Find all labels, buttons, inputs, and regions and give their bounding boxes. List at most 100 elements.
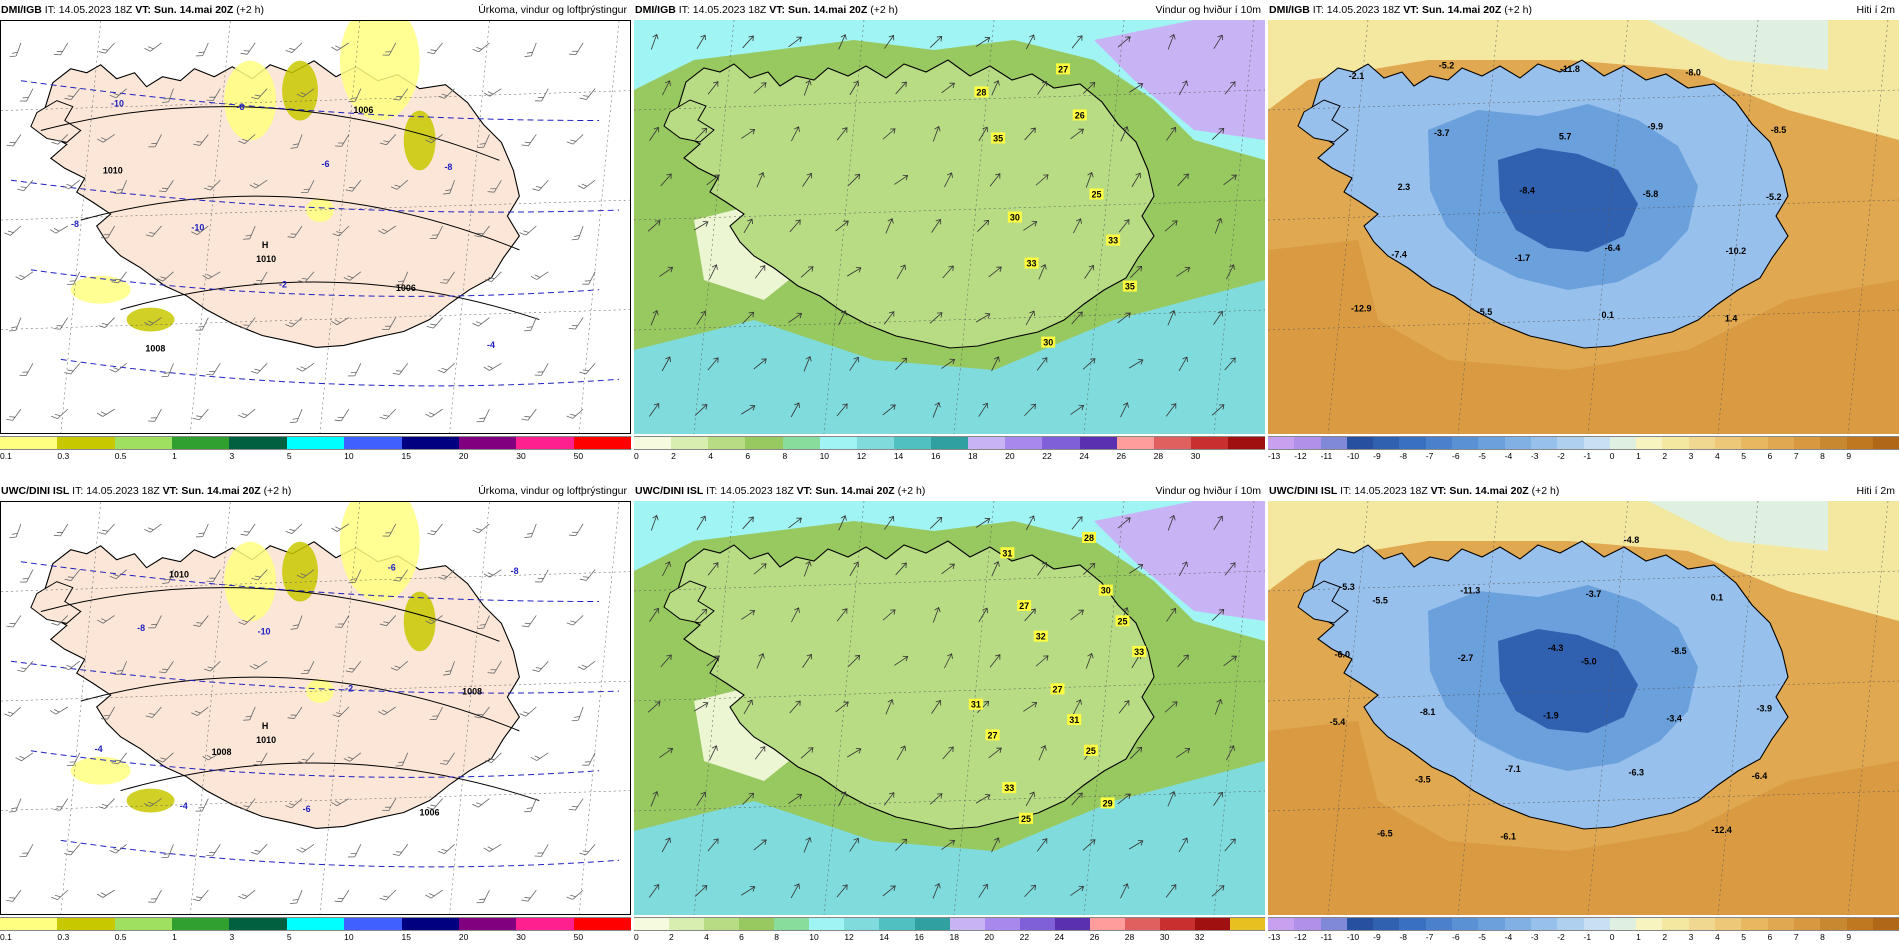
legend-swatch <box>57 918 115 930</box>
graticule-line <box>319 502 361 914</box>
westfjords <box>1297 580 1349 624</box>
graticule-line <box>1327 20 1369 434</box>
gust-value-label: 32 <box>1033 630 1048 642</box>
legend-swatch <box>1452 918 1479 930</box>
temperature-value-label: -3.4 <box>1666 714 1682 724</box>
wind-symbol <box>647 220 661 232</box>
wind-symbol <box>1131 172 1142 188</box>
wind-symbol <box>789 219 801 233</box>
legend-swatch <box>1872 437 1900 449</box>
legend-tick-label: -9 <box>1373 932 1381 942</box>
svg-text:-8.0: -8.0 <box>1685 67 1701 77</box>
legend-tick-label: 18 <box>949 932 959 942</box>
svg-text:31: 31 <box>1002 548 1012 558</box>
graticule-line <box>190 502 231 914</box>
wind-symbol <box>894 655 909 666</box>
map-panel-wind: UWC/DINI ISL IT: 14.05.2023 18Z VT: Sun.… <box>634 481 1266 945</box>
legend-swatch <box>1741 437 1768 449</box>
wind-symbol <box>238 408 256 419</box>
high-wind-zone <box>1094 20 1265 140</box>
svg-text:0.1: 0.1 <box>1602 310 1615 320</box>
wind-symbol <box>1226 745 1235 761</box>
wind-symbol <box>202 752 221 761</box>
wind-symbol <box>1120 402 1129 418</box>
temperature-value-label: -8.0 <box>1685 67 1701 77</box>
gust-value-label: 25 <box>1089 188 1104 200</box>
temperature-value-label: -8.4 <box>1519 185 1535 195</box>
wind-symbol <box>944 172 953 188</box>
legend-tick-label: 5 <box>286 932 292 942</box>
temperature-value-label: 2.3 <box>1398 182 1411 192</box>
wind-symbol <box>343 271 362 281</box>
svg-text:-7.1: -7.1 <box>1505 764 1521 774</box>
gust-value-label: 33 <box>1106 234 1121 246</box>
legend-swatch <box>229 918 287 930</box>
legend-swatch <box>1636 437 1663 449</box>
panel-header: UWC/DINI ISL IT: 14.05.2023 18Z VT: Sun.… <box>0 481 631 501</box>
temperature-value-label: -6.3 <box>1628 768 1644 778</box>
wind-symbol <box>332 225 350 237</box>
wind-symbol <box>661 356 671 372</box>
legend-tick-label: 3 <box>1688 932 1694 942</box>
wind-symbol <box>741 404 756 415</box>
wind-symbol <box>426 317 443 329</box>
graticule-line <box>1268 309 1899 331</box>
wind-symbol <box>836 884 848 898</box>
wind-symbol <box>148 408 162 422</box>
contour-value-label: 1010 <box>169 569 189 579</box>
legend-tick-label: -2 <box>1557 932 1565 942</box>
temperature-value-label: 0.1 <box>1602 310 1615 320</box>
legend-tick-label: -3 <box>1530 932 1539 942</box>
wind-symbol <box>978 126 989 142</box>
wind-symbol <box>195 317 209 331</box>
wind-symbol <box>530 271 549 280</box>
wind-symbol <box>253 752 268 766</box>
wind-symbol <box>582 752 596 766</box>
legend-tick-label: 12 <box>856 451 867 461</box>
panel-header: DMI/IGB IT: 14.05.2023 18Z VT: Sun. 14.m… <box>1268 0 1899 20</box>
wind-symbol <box>203 660 221 672</box>
wind-symbol <box>753 82 767 94</box>
legend-tick-label: 15 <box>401 451 411 461</box>
svg-text:-6: -6 <box>303 804 311 814</box>
legend-tick-label: -8 <box>1399 451 1408 461</box>
wind-symbol <box>519 225 537 236</box>
wind-symbol <box>836 608 848 622</box>
wind-symbol <box>1071 792 1083 806</box>
svg-text:-5.3: -5.3 <box>1339 582 1355 592</box>
wind-symbol <box>426 798 443 810</box>
wind-symbol <box>240 523 256 536</box>
wind-symbol <box>569 42 584 56</box>
graticule-line <box>1847 501 1889 915</box>
wind-symbol <box>695 127 708 140</box>
temperature-value-label: 1.4 <box>1725 314 1738 324</box>
contour-value-label: -10 <box>111 98 124 108</box>
temperature-value-label: -10.2 <box>1726 246 1747 256</box>
weather-map: 1010 1006 1008 1006 -10 -8 -6 -4 -2 -8 -6 -10 H 1010 <box>0 20 631 434</box>
svg-text:-7.4: -7.4 <box>1391 250 1407 260</box>
svg-text:1010: 1010 <box>169 569 189 579</box>
wind-symbol <box>109 88 127 99</box>
wind-symbol <box>62 660 80 671</box>
wind-symbol <box>4 225 22 236</box>
graticule-line <box>449 502 490 914</box>
wind-symbol <box>884 515 895 530</box>
legend-tick-label: 0 <box>1609 451 1615 461</box>
legend-swatch <box>57 437 115 449</box>
legend-tick-label: -12 <box>1294 451 1307 461</box>
legend-tick-label: 22 <box>1019 932 1030 942</box>
gust-value-label: 30 <box>1007 211 1022 223</box>
wind-symbol <box>991 561 1000 577</box>
temperature-value-label: -8.5 <box>1771 125 1787 135</box>
wind-symbol <box>802 172 813 187</box>
wind-symbol <box>931 699 942 714</box>
wind-symbol <box>1167 514 1176 531</box>
wind-symbol <box>98 798 115 809</box>
wind-symbol <box>483 88 502 97</box>
gust-value-label: 35 <box>1122 280 1137 292</box>
header-it-label: IT: <box>1312 4 1324 16</box>
wind-symbol <box>741 885 756 896</box>
legend-tick-label: 2 <box>1662 932 1668 942</box>
header-valid: Sun. 14.mai 20Z <box>153 4 234 16</box>
legend-swatch <box>1346 437 1374 449</box>
